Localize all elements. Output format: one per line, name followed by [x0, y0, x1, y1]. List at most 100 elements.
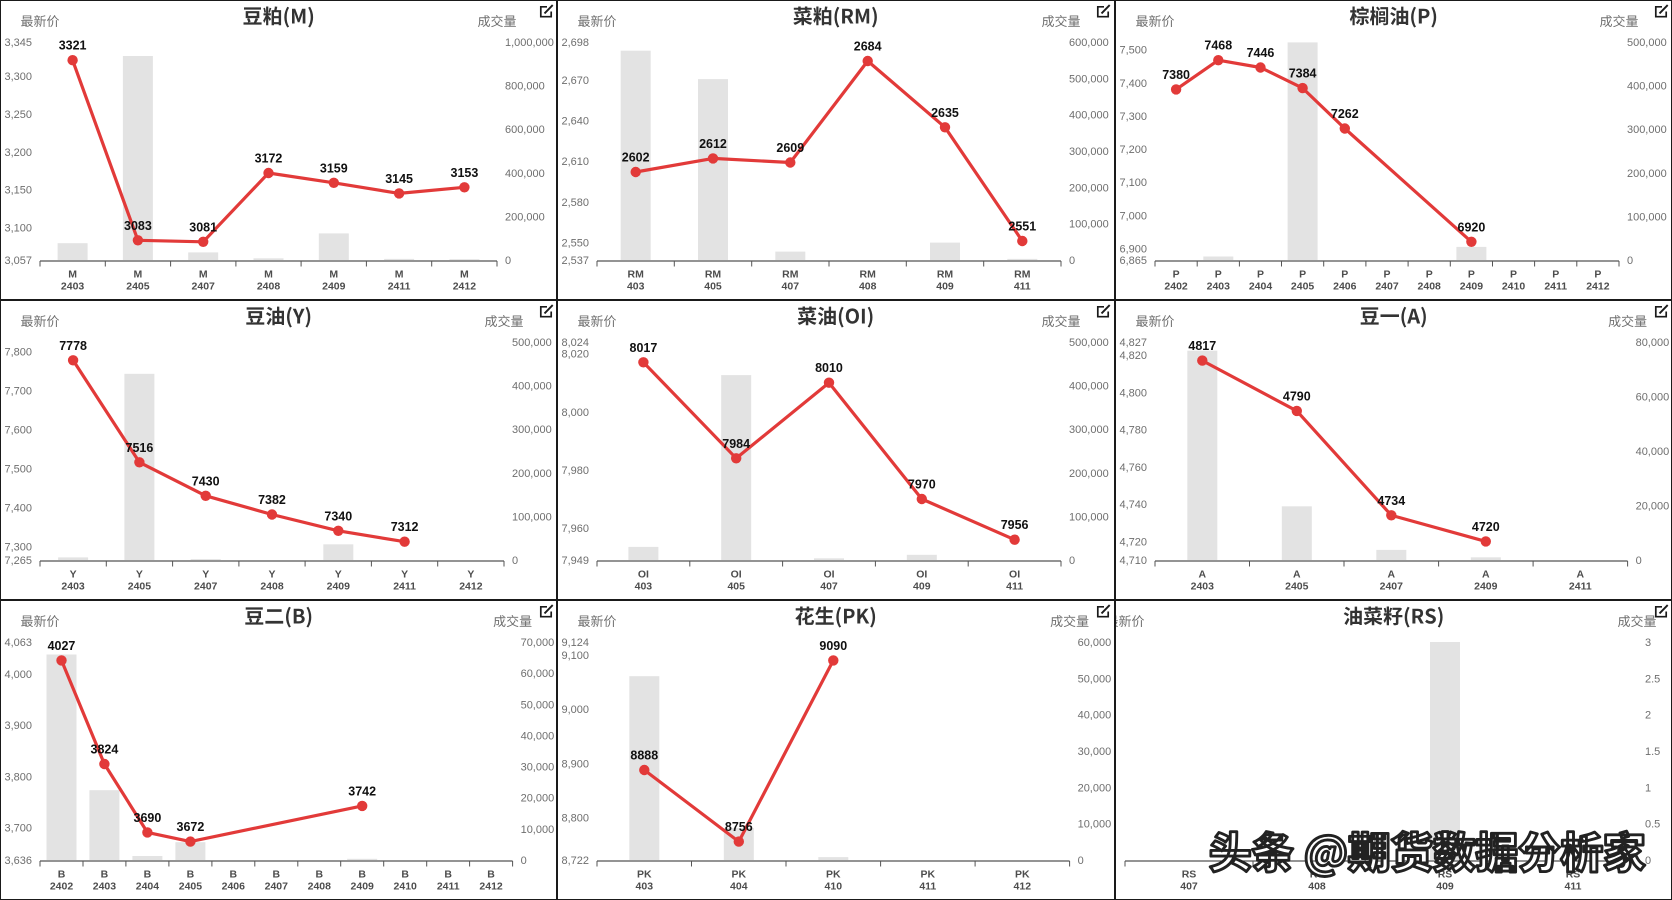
svg-text:2406: 2406	[222, 881, 245, 892]
svg-text:4,000: 4,000	[4, 669, 32, 681]
svg-text:7,949: 7,949	[562, 555, 590, 567]
svg-text:2403: 2403	[61, 281, 84, 292]
svg-text:8,024: 8,024	[562, 337, 590, 349]
svg-text:2,640: 2,640	[562, 116, 590, 128]
svg-text:3,250: 3,250	[4, 109, 32, 121]
svg-text:RS: RS	[1181, 869, 1196, 880]
svg-text:2684: 2684	[854, 40, 882, 54]
svg-text:B: B	[230, 869, 238, 880]
svg-text:10,000: 10,000	[521, 824, 555, 836]
svg-text:2635: 2635	[931, 106, 959, 120]
svg-text:OI: OI	[731, 569, 742, 580]
svg-text:3,100: 3,100	[4, 222, 32, 234]
svg-text:3,800: 3,800	[4, 771, 32, 783]
svg-text:1,000,000: 1,000,000	[505, 37, 554, 49]
svg-text:8888: 8888	[631, 749, 659, 763]
svg-text:B: B	[444, 869, 452, 880]
svg-text:500,000: 500,000	[512, 337, 552, 349]
svg-text:400,000: 400,000	[1069, 381, 1109, 393]
svg-text:P: P	[1468, 269, 1475, 280]
svg-text:300,000: 300,000	[1069, 424, 1109, 436]
svg-text:403: 403	[636, 881, 654, 892]
svg-text:3,057: 3,057	[4, 255, 32, 267]
svg-text:7,300: 7,300	[1119, 111, 1147, 123]
svg-text:4,780: 4,780	[1119, 425, 1147, 437]
svg-text:2403: 2403	[93, 881, 116, 892]
svg-text:7,200: 7,200	[1119, 144, 1147, 156]
svg-text:2405: 2405	[1291, 281, 1314, 292]
svg-text:RM: RM	[937, 269, 954, 280]
svg-text:40,000: 40,000	[521, 730, 555, 742]
svg-text:80,000: 80,000	[1635, 337, 1669, 349]
svg-text:200,000: 200,000	[505, 211, 545, 223]
svg-text:B: B	[187, 869, 195, 880]
svg-text:411: 411	[1006, 581, 1023, 592]
svg-text:2408: 2408	[308, 881, 331, 892]
svg-text:RM: RM	[860, 269, 877, 280]
svg-text:RM: RM	[782, 269, 799, 280]
svg-text:RS: RS	[1437, 869, 1452, 880]
svg-text:2411: 2411	[1569, 581, 1592, 592]
svg-text:3,150: 3,150	[4, 185, 32, 197]
svg-text:0: 0	[1069, 255, 1075, 267]
svg-text:4734: 4734	[1377, 494, 1405, 508]
svg-text:PK: PK	[637, 869, 652, 880]
svg-text:3,200: 3,200	[4, 147, 32, 159]
svg-text:2407: 2407	[194, 581, 217, 592]
svg-text:3159: 3159	[320, 161, 348, 175]
svg-text:408: 408	[859, 281, 877, 292]
svg-text:7262: 7262	[1331, 107, 1359, 121]
svg-text:PK: PK	[732, 869, 747, 880]
svg-text:2407: 2407	[1375, 281, 1398, 292]
svg-text:RS: RS	[1565, 869, 1580, 880]
svg-text:1: 1	[1645, 782, 1651, 794]
svg-text:7430: 7430	[192, 474, 220, 488]
svg-text:411: 411	[1564, 881, 1581, 892]
svg-text:P: P	[1299, 269, 1306, 280]
svg-text:A: A	[1293, 569, 1301, 580]
svg-text:7,980: 7,980	[562, 465, 590, 477]
svg-text:7,400: 7,400	[4, 502, 32, 514]
svg-text:PK: PK	[1015, 869, 1030, 880]
svg-text:2,580: 2,580	[562, 197, 590, 209]
svg-text:200,000: 200,000	[512, 468, 552, 480]
svg-text:4817: 4817	[1188, 339, 1216, 353]
svg-text:0: 0	[1078, 855, 1084, 867]
svg-text:8,722: 8,722	[562, 855, 590, 867]
svg-text:300,000: 300,000	[512, 424, 552, 436]
svg-text:7,500: 7,500	[1119, 45, 1147, 57]
svg-text:2602: 2602	[622, 150, 650, 164]
svg-text:OI: OI	[824, 569, 835, 580]
svg-text:Y: Y	[401, 569, 408, 580]
svg-text:3690: 3690	[134, 811, 162, 825]
svg-text:8010: 8010	[815, 361, 843, 375]
svg-text:7,960: 7,960	[562, 523, 590, 535]
svg-text:7340: 7340	[324, 509, 352, 523]
svg-text:3: 3	[1645, 637, 1651, 649]
svg-text:2405: 2405	[126, 281, 149, 292]
svg-text:B: B	[101, 869, 109, 880]
svg-text:4,820: 4,820	[1119, 350, 1147, 362]
svg-text:20,000: 20,000	[521, 793, 555, 805]
svg-text:M: M	[199, 269, 208, 280]
svg-text:2408: 2408	[257, 281, 280, 292]
svg-text:600,000: 600,000	[505, 124, 545, 136]
svg-text:M: M	[264, 269, 273, 280]
svg-text:409: 409	[937, 281, 955, 292]
svg-text:2411: 2411	[393, 581, 416, 592]
svg-text:300,000: 300,000	[1069, 146, 1109, 158]
svg-text:P: P	[1214, 269, 1221, 280]
svg-text:408: 408	[1308, 881, 1326, 892]
svg-text:500,000: 500,000	[1069, 73, 1109, 85]
svg-text:P: P	[1341, 269, 1348, 280]
svg-text:410: 410	[825, 881, 843, 892]
svg-text:2409: 2409	[351, 881, 374, 892]
svg-text:P: P	[1172, 269, 1179, 280]
svg-text:2609: 2609	[777, 141, 805, 155]
svg-text:405: 405	[705, 281, 723, 292]
svg-text:409: 409	[913, 581, 931, 592]
svg-text:7382: 7382	[258, 493, 286, 507]
svg-text:2404: 2404	[136, 881, 159, 892]
svg-text:10,000: 10,000	[1078, 819, 1112, 831]
svg-text:B: B	[487, 869, 495, 880]
